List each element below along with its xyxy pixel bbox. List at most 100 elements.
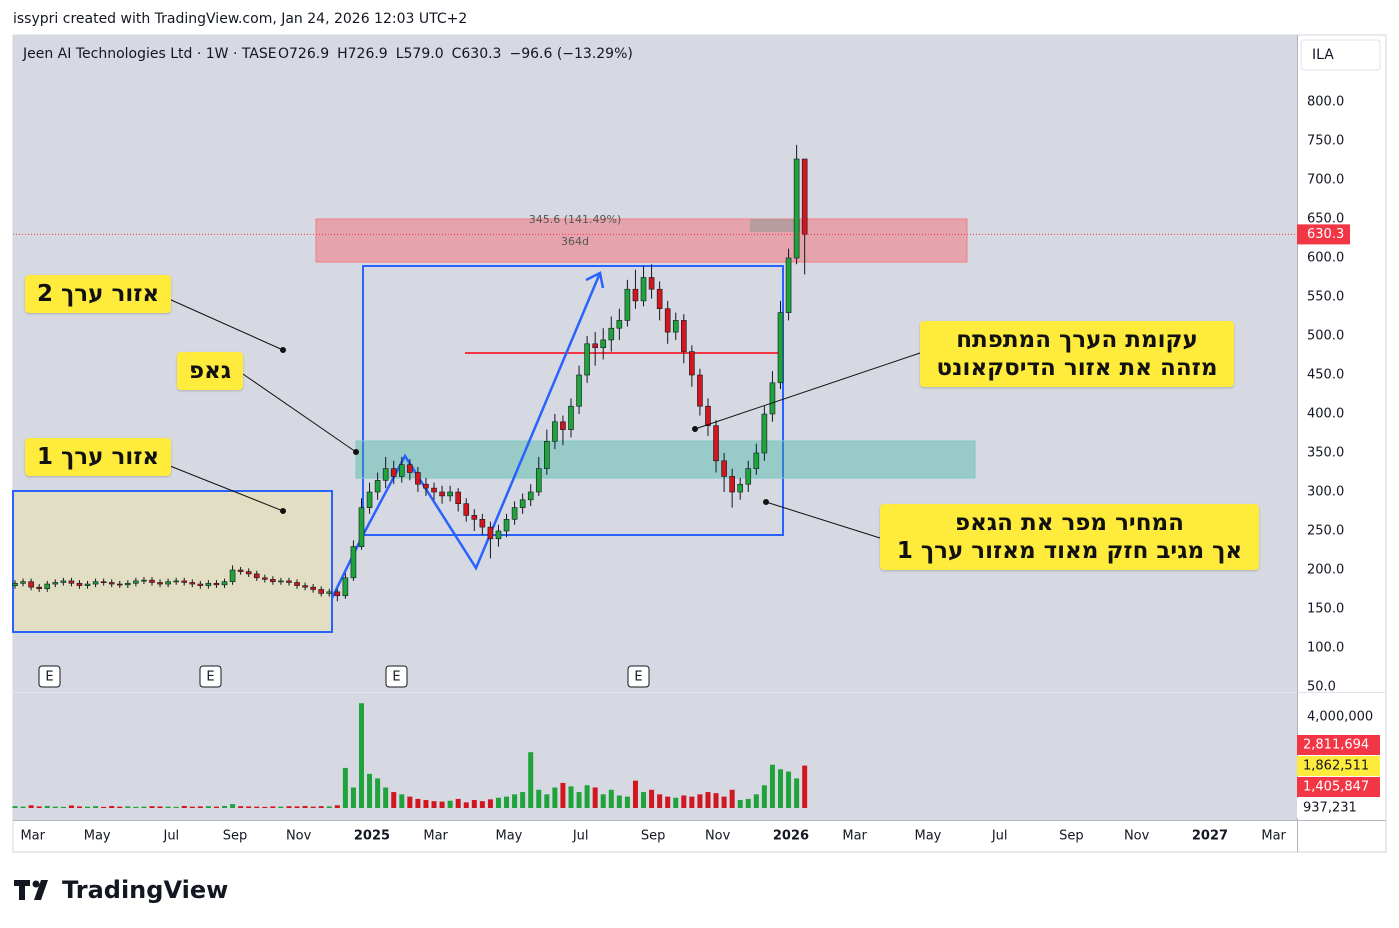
volume-bar — [93, 806, 99, 808]
annotation-line: גאפ — [189, 358, 232, 384]
volume-bar — [504, 796, 510, 808]
volume-bar — [536, 789, 542, 808]
volume-bar — [76, 806, 82, 808]
x-tick-label: May — [84, 829, 111, 844]
x-tick-label: May — [915, 829, 942, 844]
candle-body — [221, 581, 228, 586]
candle-body — [165, 581, 171, 585]
currency-box — [1300, 39, 1381, 71]
volume-bar — [737, 800, 743, 808]
candle-body — [237, 569, 244, 572]
y-tick-label: 800.0 — [1307, 95, 1344, 110]
x-tick-label: Mar — [1261, 829, 1286, 844]
candle-body — [423, 483, 429, 489]
volume-bar — [238, 806, 244, 808]
candle-body — [479, 519, 486, 528]
volume-bar — [624, 796, 630, 808]
y-tick-label: 300.0 — [1307, 485, 1344, 500]
candle-body — [358, 507, 365, 547]
candle-body — [527, 491, 534, 501]
y-tick-label: 650.0 — [1307, 212, 1344, 227]
x-tick-label: Jul — [572, 829, 589, 844]
candle-body — [68, 580, 75, 584]
x-tick-label: Jul — [162, 829, 179, 844]
volume-bar — [649, 789, 655, 808]
volume-pane — [13, 693, 1297, 820]
candle-body — [262, 577, 268, 580]
annotation-line: מזהה את אזור הדיסקאונט — [936, 355, 1218, 381]
candle-body — [544, 441, 550, 469]
candle-body — [28, 581, 34, 588]
volume-bar — [794, 778, 800, 808]
candle-body — [116, 583, 123, 586]
candle-body — [737, 483, 744, 493]
volume-bar — [528, 752, 534, 808]
x-tick-label: Nov — [286, 829, 312, 844]
earnings-badge — [627, 665, 650, 688]
measure-change: 345.6 (141.49%) — [529, 213, 622, 226]
x-tick-label: Sep — [1059, 829, 1084, 844]
candle-body — [326, 591, 333, 594]
x-tick-label: Mar — [842, 829, 867, 844]
volume-bar — [463, 802, 469, 808]
volume-bar — [350, 787, 356, 808]
volume-bar — [334, 805, 340, 808]
candle-body — [245, 571, 252, 575]
candle-body — [769, 382, 776, 415]
volume-bar — [246, 806, 252, 808]
measure-duration: 364d — [561, 235, 589, 248]
y-tick-label: 250.0 — [1307, 524, 1344, 539]
volume-scale-label: 2,811,694 — [1303, 738, 1369, 753]
volume-scale-label: 1,405,847 — [1303, 780, 1369, 795]
volume-bar — [802, 765, 808, 808]
candle-body — [350, 546, 357, 579]
candle-body — [535, 468, 542, 493]
candle-body — [455, 491, 461, 505]
candle-body — [125, 582, 131, 586]
y-tick-label: 50.0 — [1307, 680, 1336, 695]
gap-zone — [355, 440, 976, 479]
volume-bar — [60, 806, 66, 808]
volume-bar — [399, 794, 405, 808]
connector-dot — [280, 347, 286, 353]
volume-bar — [407, 796, 413, 808]
volume-bar — [487, 799, 493, 808]
connector — [239, 371, 357, 453]
volume-bar — [270, 806, 276, 808]
candle-body — [793, 158, 800, 259]
credit: issypri created with TradingView.com, Ja… — [13, 11, 467, 27]
candle-body — [253, 573, 260, 579]
volume-bar — [495, 797, 501, 808]
volume-bar — [302, 805, 308, 808]
volume-bar — [761, 785, 767, 808]
candle-body — [76, 582, 83, 586]
volume-bar — [262, 806, 268, 808]
candle-body — [60, 580, 67, 583]
candles — [12, 144, 808, 808]
volume-bar — [230, 804, 236, 808]
candle-body — [278, 580, 284, 583]
candle-body — [390, 468, 397, 477]
y-tick-label: 200.0 — [1307, 563, 1344, 578]
volume-bar — [632, 780, 638, 808]
volume-bar — [44, 805, 50, 808]
volume-bar — [657, 794, 663, 808]
volume-bar — [133, 806, 139, 808]
candle-body — [648, 277, 655, 290]
connector-dot — [353, 449, 359, 455]
arrow-head — [585, 271, 605, 289]
candle-body — [157, 582, 163, 585]
volume-bar — [713, 793, 719, 808]
candle-body — [133, 580, 139, 584]
candle-body — [681, 320, 687, 352]
candle-body — [92, 581, 99, 585]
volume-bar — [584, 785, 590, 808]
candle-body — [801, 158, 808, 235]
volume-bar — [367, 773, 373, 808]
volume-bar — [28, 805, 34, 808]
candle-body — [761, 413, 768, 454]
volume-bar — [753, 794, 759, 808]
brand-logo — [14, 880, 48, 900]
measure-box — [750, 219, 800, 232]
